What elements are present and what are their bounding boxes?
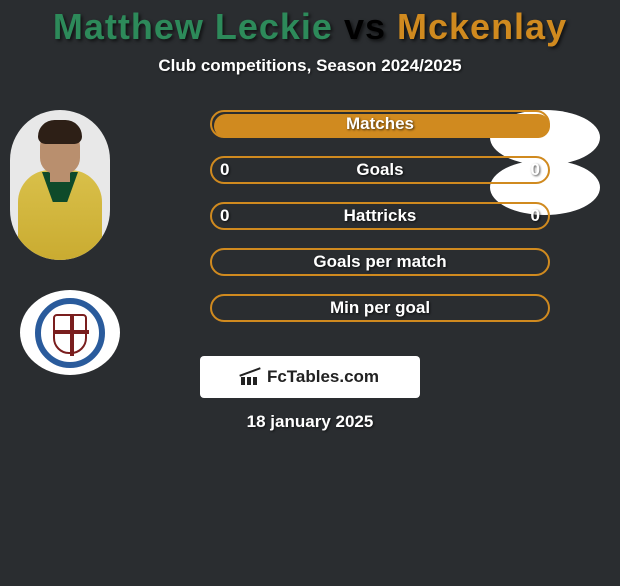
comparison-title: Matthew Leckie vs Mckenlay xyxy=(0,6,620,48)
vs-text: vs xyxy=(333,6,397,47)
comparison-panel: 1Matches 00Goals 00Hattricks Goals per matc… xyxy=(0,110,620,432)
stat-label: Goals xyxy=(356,160,403,180)
stat-pill: Goals xyxy=(210,156,550,184)
stat-row: Goals per match xyxy=(210,248,550,276)
stat-label: Matches xyxy=(346,114,414,134)
stat-label: Min per goal xyxy=(330,298,430,318)
stat-row: 1Matches xyxy=(210,110,550,138)
snapshot-date: 18 january 2025 xyxy=(0,412,620,432)
season-subtitle: Club competitions, Season 2024/2025 xyxy=(0,56,620,76)
stat-row: Min per goal xyxy=(210,294,550,322)
stat-label: Hattricks xyxy=(344,206,417,226)
player1-avatar xyxy=(10,110,110,260)
player2-name: Mckenlay xyxy=(397,6,567,47)
stat-pill: Matches xyxy=(210,110,550,138)
player1-club-badge xyxy=(20,290,120,375)
chart-icon xyxy=(241,369,261,385)
brand-logo-box: FcTables.com xyxy=(200,356,420,398)
stat-row: 00Hattricks xyxy=(210,202,550,230)
stat-pill: Min per goal xyxy=(210,294,550,322)
brand-text: FcTables.com xyxy=(267,367,379,387)
stat-row: 00Goals xyxy=(210,156,550,184)
stat-label: Goals per match xyxy=(313,252,446,272)
stat-pill: Goals per match xyxy=(210,248,550,276)
player1-name: Matthew Leckie xyxy=(53,6,333,47)
stat-pill: Hattricks xyxy=(210,202,550,230)
